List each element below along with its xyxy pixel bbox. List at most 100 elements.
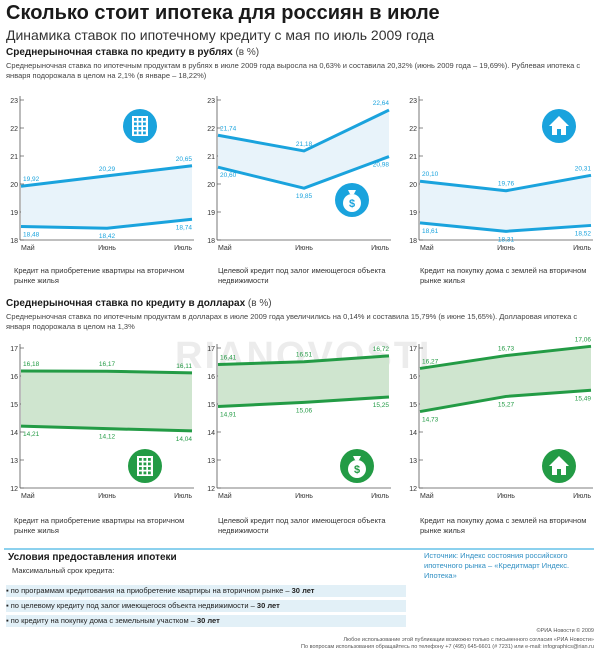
series-line-upper [20, 164, 193, 188]
conditions-bullet-icon: ▪ [6, 616, 11, 625]
page-subtitle: Динамика ставок по ипотечному кредиту с … [6, 27, 435, 43]
data-label-lower: 14,73 [422, 417, 439, 424]
x-tick-label: Июль [371, 493, 389, 500]
data-label-lower: 15,25 [373, 402, 390, 409]
usd-heading-unit: (в %) [247, 298, 272, 309]
data-label-upper: 21,74 [220, 125, 237, 132]
data-label-lower: 18,48 [23, 232, 40, 239]
y-tick-label: 15 [10, 402, 18, 409]
building-window [148, 471, 151, 475]
house-door [557, 469, 561, 475]
y-tick-label: 15 [207, 402, 215, 409]
bag-top [348, 190, 356, 194]
data-label-upper: 22,64 [373, 100, 390, 107]
usd-section-heading: Среднерыночная ставка по кредиту в долла… [6, 298, 272, 309]
x-tick-label: Май [21, 244, 35, 252]
usd-heading-text: Среднерыночная ставка по кредиту в долла… [6, 298, 246, 309]
x-tick-label: Июнь [497, 493, 515, 500]
house-door [557, 129, 561, 135]
series-line-lower [20, 424, 193, 433]
y-tick-label: 17 [207, 346, 215, 353]
usd-caption-house: Кредит на покупку дома с землей на втори… [420, 516, 587, 535]
x-tick-label: Май [218, 244, 232, 252]
conditions-item-text: по кредиту на покупку дома с земельным у… [10, 616, 195, 625]
conditions-box: Условия предоставления ипотеки Максималь… [4, 551, 409, 635]
data-label-lower: 18,52 [575, 230, 592, 237]
usd-section-text: Среднерыночная ставка по ипотечным проду… [6, 312, 578, 331]
building-window [143, 462, 147, 466]
rub-chart-collateral: 18 19 20 21 22 23 21,74 21,18 22,64 20,60 19,85 20,… [207, 96, 391, 252]
data-label-upper: 16,27 [422, 358, 439, 365]
currency-sign: $ [354, 464, 360, 476]
y-tick-label: 19 [207, 210, 215, 217]
series-line-lower [217, 395, 390, 409]
usd-chart-house: 12 13 14 15 16 17 16,27 16,73 17,06 14,73 15,27 15,… [409, 336, 593, 500]
data-label-lower: 15,49 [575, 395, 592, 402]
x-tick-label: Май [420, 492, 434, 500]
data-label-lower: 15,27 [498, 401, 515, 408]
x-tick-label: Июль [573, 245, 591, 252]
data-label-upper: 20,29 [99, 166, 116, 173]
building-window [139, 458, 142, 461]
y-tick-label: 19 [409, 210, 417, 217]
y-tick-label: 16 [10, 374, 18, 381]
y-tick-label: 14 [10, 430, 18, 437]
conditions-item: ▪ по целевому кредиту под залог имеющего… [6, 600, 406, 612]
conditions-item-value: 30 лет [256, 601, 280, 610]
rub-caption-flat: Кредит на приобретение квартиры на втори… [14, 266, 185, 285]
house-icon [542, 109, 576, 143]
building-window [139, 467, 142, 470]
x-tick-label: Июль [573, 493, 591, 500]
y-tick-label: 18 [207, 238, 215, 245]
y-tick-label: 23 [207, 98, 215, 105]
data-label-upper: 19,76 [498, 181, 515, 188]
conditions-item-value: 30 лет [196, 616, 220, 625]
building-window [143, 127, 146, 130]
rub-caption-collateral: Целевой кредит под залог имеющегося объе… [218, 266, 386, 285]
conditions-item: ▪ по программам кредитования на приобрет… [6, 585, 406, 597]
bag-top [353, 456, 361, 460]
y-tick-label: 21 [10, 154, 18, 161]
x-tick-label: Июль [174, 245, 192, 252]
building-window [143, 118, 146, 121]
range-band [21, 370, 192, 431]
data-label-upper: 20,10 [422, 171, 439, 178]
data-label-upper: 16,18 [23, 361, 40, 368]
data-label-upper: 16,73 [498, 346, 515, 353]
footer-line2: По вопросам использования обращайтесь по… [301, 644, 594, 650]
usd-caption-collateral: Целевой кредит под залог имеющегося объе… [218, 516, 386, 535]
range-band [420, 175, 591, 232]
conditions-item-text: по целевому кредиту под залог имеющегося… [10, 601, 255, 610]
building-window [143, 122, 146, 126]
y-tick-label: 20 [409, 182, 417, 189]
usd-chart-flat: 12 13 14 15 16 17 16,18 16,17 16,11 14,21 14,12 14,… [10, 344, 194, 500]
house-roof [549, 456, 569, 466]
y-tick-label: 13 [10, 458, 18, 465]
house-icon [542, 449, 576, 483]
money-bag-icon: $ [335, 183, 369, 217]
currency-sign: $ [349, 198, 355, 210]
money-bag-icon: $ [340, 449, 374, 483]
series-line-lower [20, 217, 193, 230]
house-roof [549, 116, 569, 126]
conditions-title: Условия предоставления ипотеки [8, 552, 177, 563]
bag-body [343, 194, 361, 212]
y-tick-label: 16 [409, 374, 417, 381]
y-tick-label: 22 [207, 126, 215, 133]
series-line-upper [20, 369, 193, 375]
x-tick-label: Июнь [98, 245, 116, 252]
building-window [134, 127, 137, 130]
y-tick-label: 14 [207, 430, 215, 437]
y-tick-label: 13 [409, 458, 417, 465]
usd-chart-collateral: 12 13 14 15 16 17 16,41 16,51 16,72 14,91 15,06 15,… [207, 344, 391, 500]
building-shape [137, 456, 153, 476]
x-tick-label: Май [218, 492, 232, 500]
x-tick-label: Июнь [295, 493, 313, 500]
building-window [138, 127, 142, 130]
footer-copyright: ©РИА Новости © 2009 [536, 628, 594, 634]
series-line-upper [419, 344, 592, 370]
building-window [134, 131, 137, 135]
data-label-upper: 16,51 [296, 352, 313, 359]
building-window [139, 462, 142, 466]
x-tick-label: Июнь [497, 245, 515, 252]
